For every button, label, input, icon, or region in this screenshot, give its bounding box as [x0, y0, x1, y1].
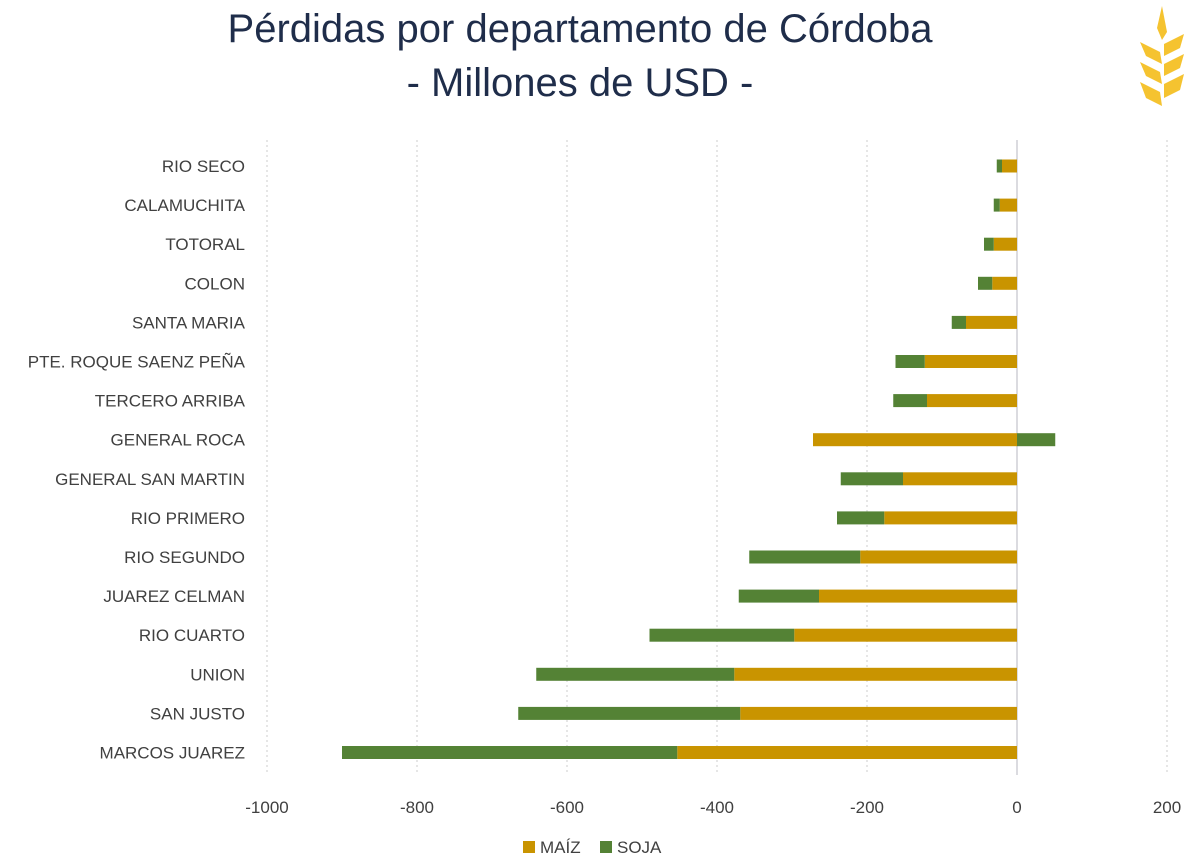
- legend-swatch: [600, 841, 612, 853]
- category-label: UNION: [190, 665, 245, 684]
- legend: MAÍZ SOJA: [523, 838, 662, 857]
- bar-soja: [837, 511, 885, 525]
- chart-title: Pérdidas por departamento de Córdoba - M…: [0, 2, 1160, 110]
- bar-soja: [749, 550, 861, 564]
- category-label: RIO SEGUNDO: [124, 548, 245, 567]
- stacked-bar-chart: RIO SECO CALAMUCHITA TOTORAL COLON SANTA MAR…: [28, 140, 1181, 857]
- category-label: MARCOS JUAREZ: [100, 744, 245, 763]
- x-tick-label: 200: [1153, 798, 1181, 817]
- bar-maiz: [924, 355, 1017, 368]
- category-label: RIO CUARTO: [139, 626, 245, 645]
- category-labels: RIO SECO CALAMUCHITA TOTORAL COLON SANTA MAR…: [28, 157, 246, 763]
- category-label: GENERAL SAN MARTIN: [55, 470, 245, 489]
- category-label: CALAMUCHITA: [124, 196, 245, 215]
- bar-maiz: [999, 198, 1017, 212]
- bar-soja: [518, 706, 741, 720]
- bar-soja: [984, 237, 994, 251]
- bar-maiz: [903, 472, 1017, 486]
- legend-swatch: [523, 841, 535, 853]
- bar-maiz: [794, 628, 1017, 642]
- bar-soja: [978, 276, 993, 290]
- chart-subtitle: - Millones de USD -: [406, 61, 754, 105]
- bar-soja: [996, 159, 1002, 173]
- bar-maiz: [884, 511, 1017, 525]
- category-label: COLON: [185, 274, 245, 293]
- bar-soja: [840, 472, 903, 486]
- bar-maiz: [1002, 159, 1017, 173]
- x-tick-label: -1000: [245, 798, 288, 817]
- category-label: JUAREZ CELMAN: [103, 587, 245, 606]
- category-label: RIO SECO: [162, 157, 245, 176]
- bar-maiz: [813, 433, 1017, 447]
- bar-maiz: [734, 667, 1017, 681]
- x-tick-label: -600: [550, 798, 584, 817]
- x-tick-label: 0: [1012, 798, 1021, 817]
- bar-soja: [951, 315, 966, 329]
- bar-maiz: [992, 276, 1017, 290]
- legend-label: MAÍZ: [540, 838, 581, 857]
- bar-maiz: [966, 315, 1017, 329]
- legend-label: SOJA: [617, 838, 662, 857]
- category-label: SANTA MARIA: [132, 313, 246, 332]
- x-tick-label: -200: [850, 798, 884, 817]
- wheat-logo-icon: [1140, 6, 1184, 106]
- bar-maiz: [993, 237, 1017, 251]
- bar-maiz: [860, 550, 1017, 564]
- x-tick-label: -800: [400, 798, 434, 817]
- bar-maiz: [927, 394, 1017, 408]
- bar-soja: [342, 746, 678, 759]
- bar-soja: [1017, 433, 1056, 447]
- bar-maiz: [740, 706, 1017, 720]
- bar-soja: [649, 628, 795, 642]
- category-label: PTE. ROQUE SAENZ PEÑA: [28, 353, 246, 372]
- bar-maiz: [677, 746, 1017, 759]
- bar-soja: [993, 198, 1000, 212]
- x-axis-tick-labels: -1000 -800 -600 -400 -200 0 200: [245, 798, 1181, 817]
- category-label: RIO PRIMERO: [131, 509, 245, 528]
- bar-soja: [536, 667, 735, 681]
- bars: [342, 159, 1056, 759]
- category-label: TERCERO ARRIBA: [95, 392, 246, 411]
- bar-soja: [738, 589, 819, 603]
- category-label: GENERAL ROCA: [111, 431, 246, 450]
- category-label: SAN JUSTO: [150, 704, 245, 723]
- category-label: TOTORAL: [165, 235, 245, 254]
- x-tick-label: -400: [700, 798, 734, 817]
- bar-maiz: [819, 589, 1017, 603]
- chart-title-main: Pérdidas por departamento de Córdoba: [227, 7, 933, 51]
- bar-soja: [893, 394, 927, 408]
- bar-soja: [895, 355, 925, 368]
